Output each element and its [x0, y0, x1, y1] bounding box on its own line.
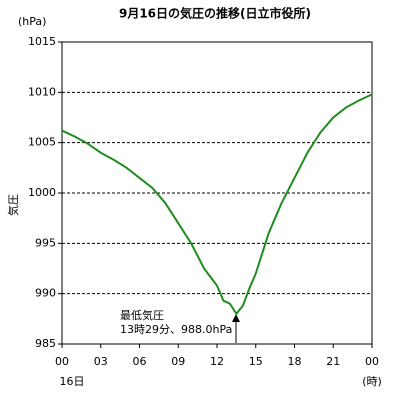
arrow-head — [232, 314, 240, 322]
line — [61, 93, 373, 316]
x-tick-label: 18 — [288, 355, 302, 368]
annotation: 13時29分、988.0hPa — [120, 323, 232, 336]
y-tick-label: 990 — [35, 287, 56, 300]
x-tick-label: 03 — [94, 355, 108, 368]
date-label: 16日 — [60, 375, 85, 388]
x-tick-label: 00 — [365, 355, 379, 368]
y-tick-label: 1000 — [28, 186, 56, 199]
x-tick-label: 12 — [210, 355, 224, 368]
y-label: 気圧 — [6, 194, 20, 216]
x-tick-label: 15 — [249, 355, 263, 368]
x-tick-label: 06 — [133, 355, 147, 368]
plot-frame — [61, 41, 373, 345]
y-tick-label: 995 — [35, 236, 56, 249]
x-tick-label: 09 — [171, 355, 185, 368]
chart-title: 9月16日の気圧の推移(日立市役所) — [119, 6, 311, 21]
y-tick-label: 1015 — [28, 35, 56, 48]
y-tick-label: 1005 — [28, 136, 56, 149]
x-tick-label: 21 — [326, 355, 340, 368]
y-tick-label: 985 — [35, 337, 56, 350]
annotation: 最低気圧 — [120, 308, 164, 322]
y-unit: (hPa) — [18, 15, 46, 28]
x-unit: (時) — [362, 375, 382, 388]
y-tick-label: 1010 — [28, 85, 56, 98]
x-tick-label: 00 — [55, 355, 69, 368]
